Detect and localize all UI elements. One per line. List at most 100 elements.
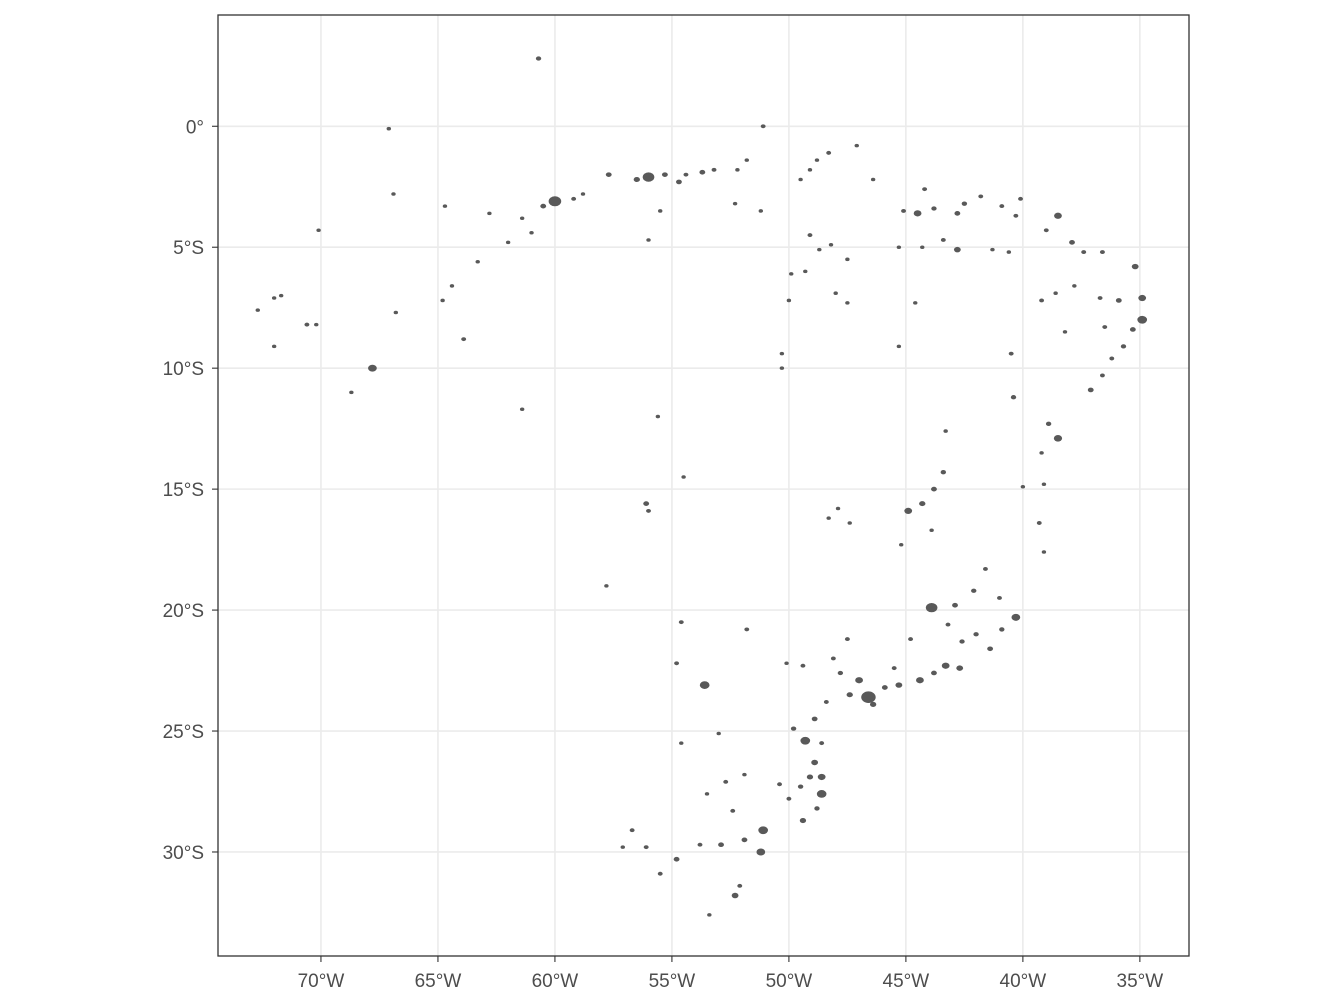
urban-area [987, 646, 994, 652]
urban-area [943, 429, 948, 433]
urban-area [461, 337, 467, 342]
urban-area [1120, 344, 1127, 349]
urban-area [314, 322, 319, 327]
urban-area [393, 310, 399, 315]
urban-area [1053, 435, 1063, 442]
urban-area [271, 344, 277, 349]
urban-area [828, 243, 834, 247]
urban-area [646, 508, 651, 513]
urban-area [646, 238, 651, 242]
urban-area [953, 246, 961, 253]
urban-area [657, 871, 663, 876]
urban-area [931, 206, 937, 211]
urban-area [931, 670, 937, 676]
urban-area [999, 627, 1005, 632]
urban-area [777, 782, 782, 787]
urban-area [255, 308, 260, 312]
urban-area [983, 567, 988, 571]
y-tick-label: 0° [186, 117, 204, 138]
urban-area [830, 656, 836, 661]
urban-area [1039, 451, 1044, 455]
urban-area [790, 726, 797, 731]
urban-area [806, 774, 814, 780]
urban-area [846, 692, 853, 698]
urban-area [1045, 421, 1052, 426]
urban-area [744, 158, 749, 162]
urban-area [1054, 212, 1062, 219]
y-tick-label: 10°S [163, 359, 204, 380]
urban-area [643, 845, 649, 850]
x-tick-label: 70°W [298, 971, 345, 992]
urban-area [1006, 250, 1012, 254]
urban-area [870, 177, 876, 182]
urban-area [929, 528, 934, 533]
urban-area [800, 736, 811, 745]
urban-area [816, 790, 827, 798]
urban-area [723, 779, 729, 784]
x-tick-label: 45°W [883, 971, 930, 992]
urban-area [271, 296, 277, 300]
urban-area [1062, 330, 1068, 334]
urban-area [913, 210, 922, 217]
urban-area [817, 773, 826, 781]
urban-area [604, 584, 609, 588]
urban-area [954, 211, 961, 216]
urban-area [1131, 263, 1139, 270]
urban-area [1138, 294, 1147, 302]
urban-area [945, 622, 951, 627]
urban-area [449, 284, 455, 288]
x-axis: 70°W 65°W 60°W 55°W 50°W 45°W 40°W 35°W [298, 956, 1164, 992]
urban-area [349, 390, 354, 395]
urban-area [475, 259, 480, 264]
urban-area [699, 169, 706, 175]
urban-area [786, 796, 792, 801]
urban-area [678, 620, 684, 625]
urban-area [861, 691, 876, 703]
urban-area [731, 892, 739, 899]
urban-area [580, 192, 586, 196]
urban-area [908, 637, 914, 642]
urban-area [304, 322, 310, 327]
urban-area [676, 179, 682, 185]
urban-area [837, 670, 844, 676]
urban-area [1137, 315, 1148, 324]
urban-area [744, 627, 750, 632]
urban-area [978, 194, 984, 199]
x-tick-label: 50°W [766, 971, 813, 992]
urban-area [990, 247, 995, 252]
urban-area [896, 344, 902, 349]
urban-area [845, 257, 850, 262]
urban-area [1018, 196, 1023, 201]
urban-area [1097, 296, 1103, 300]
urban-area [779, 351, 785, 356]
urban-area [904, 507, 913, 515]
urban-area [786, 298, 792, 303]
urban-area [519, 216, 525, 220]
urban-area [959, 639, 965, 644]
urban-area [940, 238, 946, 242]
urban-area [683, 172, 689, 177]
y-tick-label: 20°S [163, 601, 204, 622]
urban-area [711, 167, 717, 172]
urban-area [916, 677, 924, 684]
urban-area [807, 168, 813, 172]
x-tick-label: 35°W [1117, 971, 1164, 992]
urban-area [548, 196, 562, 207]
urban-area [440, 298, 445, 303]
urban-area [540, 203, 547, 209]
urban-area [881, 685, 888, 690]
urban-area [814, 158, 820, 162]
urban-area [535, 56, 542, 61]
urban-area [826, 150, 832, 155]
urban-area [655, 414, 661, 419]
urban-area [674, 661, 680, 666]
urban-area [658, 209, 663, 213]
urban-area [1036, 521, 1042, 525]
x-tick-label: 60°W [532, 971, 579, 992]
urban-area [941, 662, 950, 669]
urban-area [855, 677, 863, 684]
urban-area [629, 828, 635, 833]
urban-area [844, 637, 850, 642]
urban-area [737, 883, 743, 888]
